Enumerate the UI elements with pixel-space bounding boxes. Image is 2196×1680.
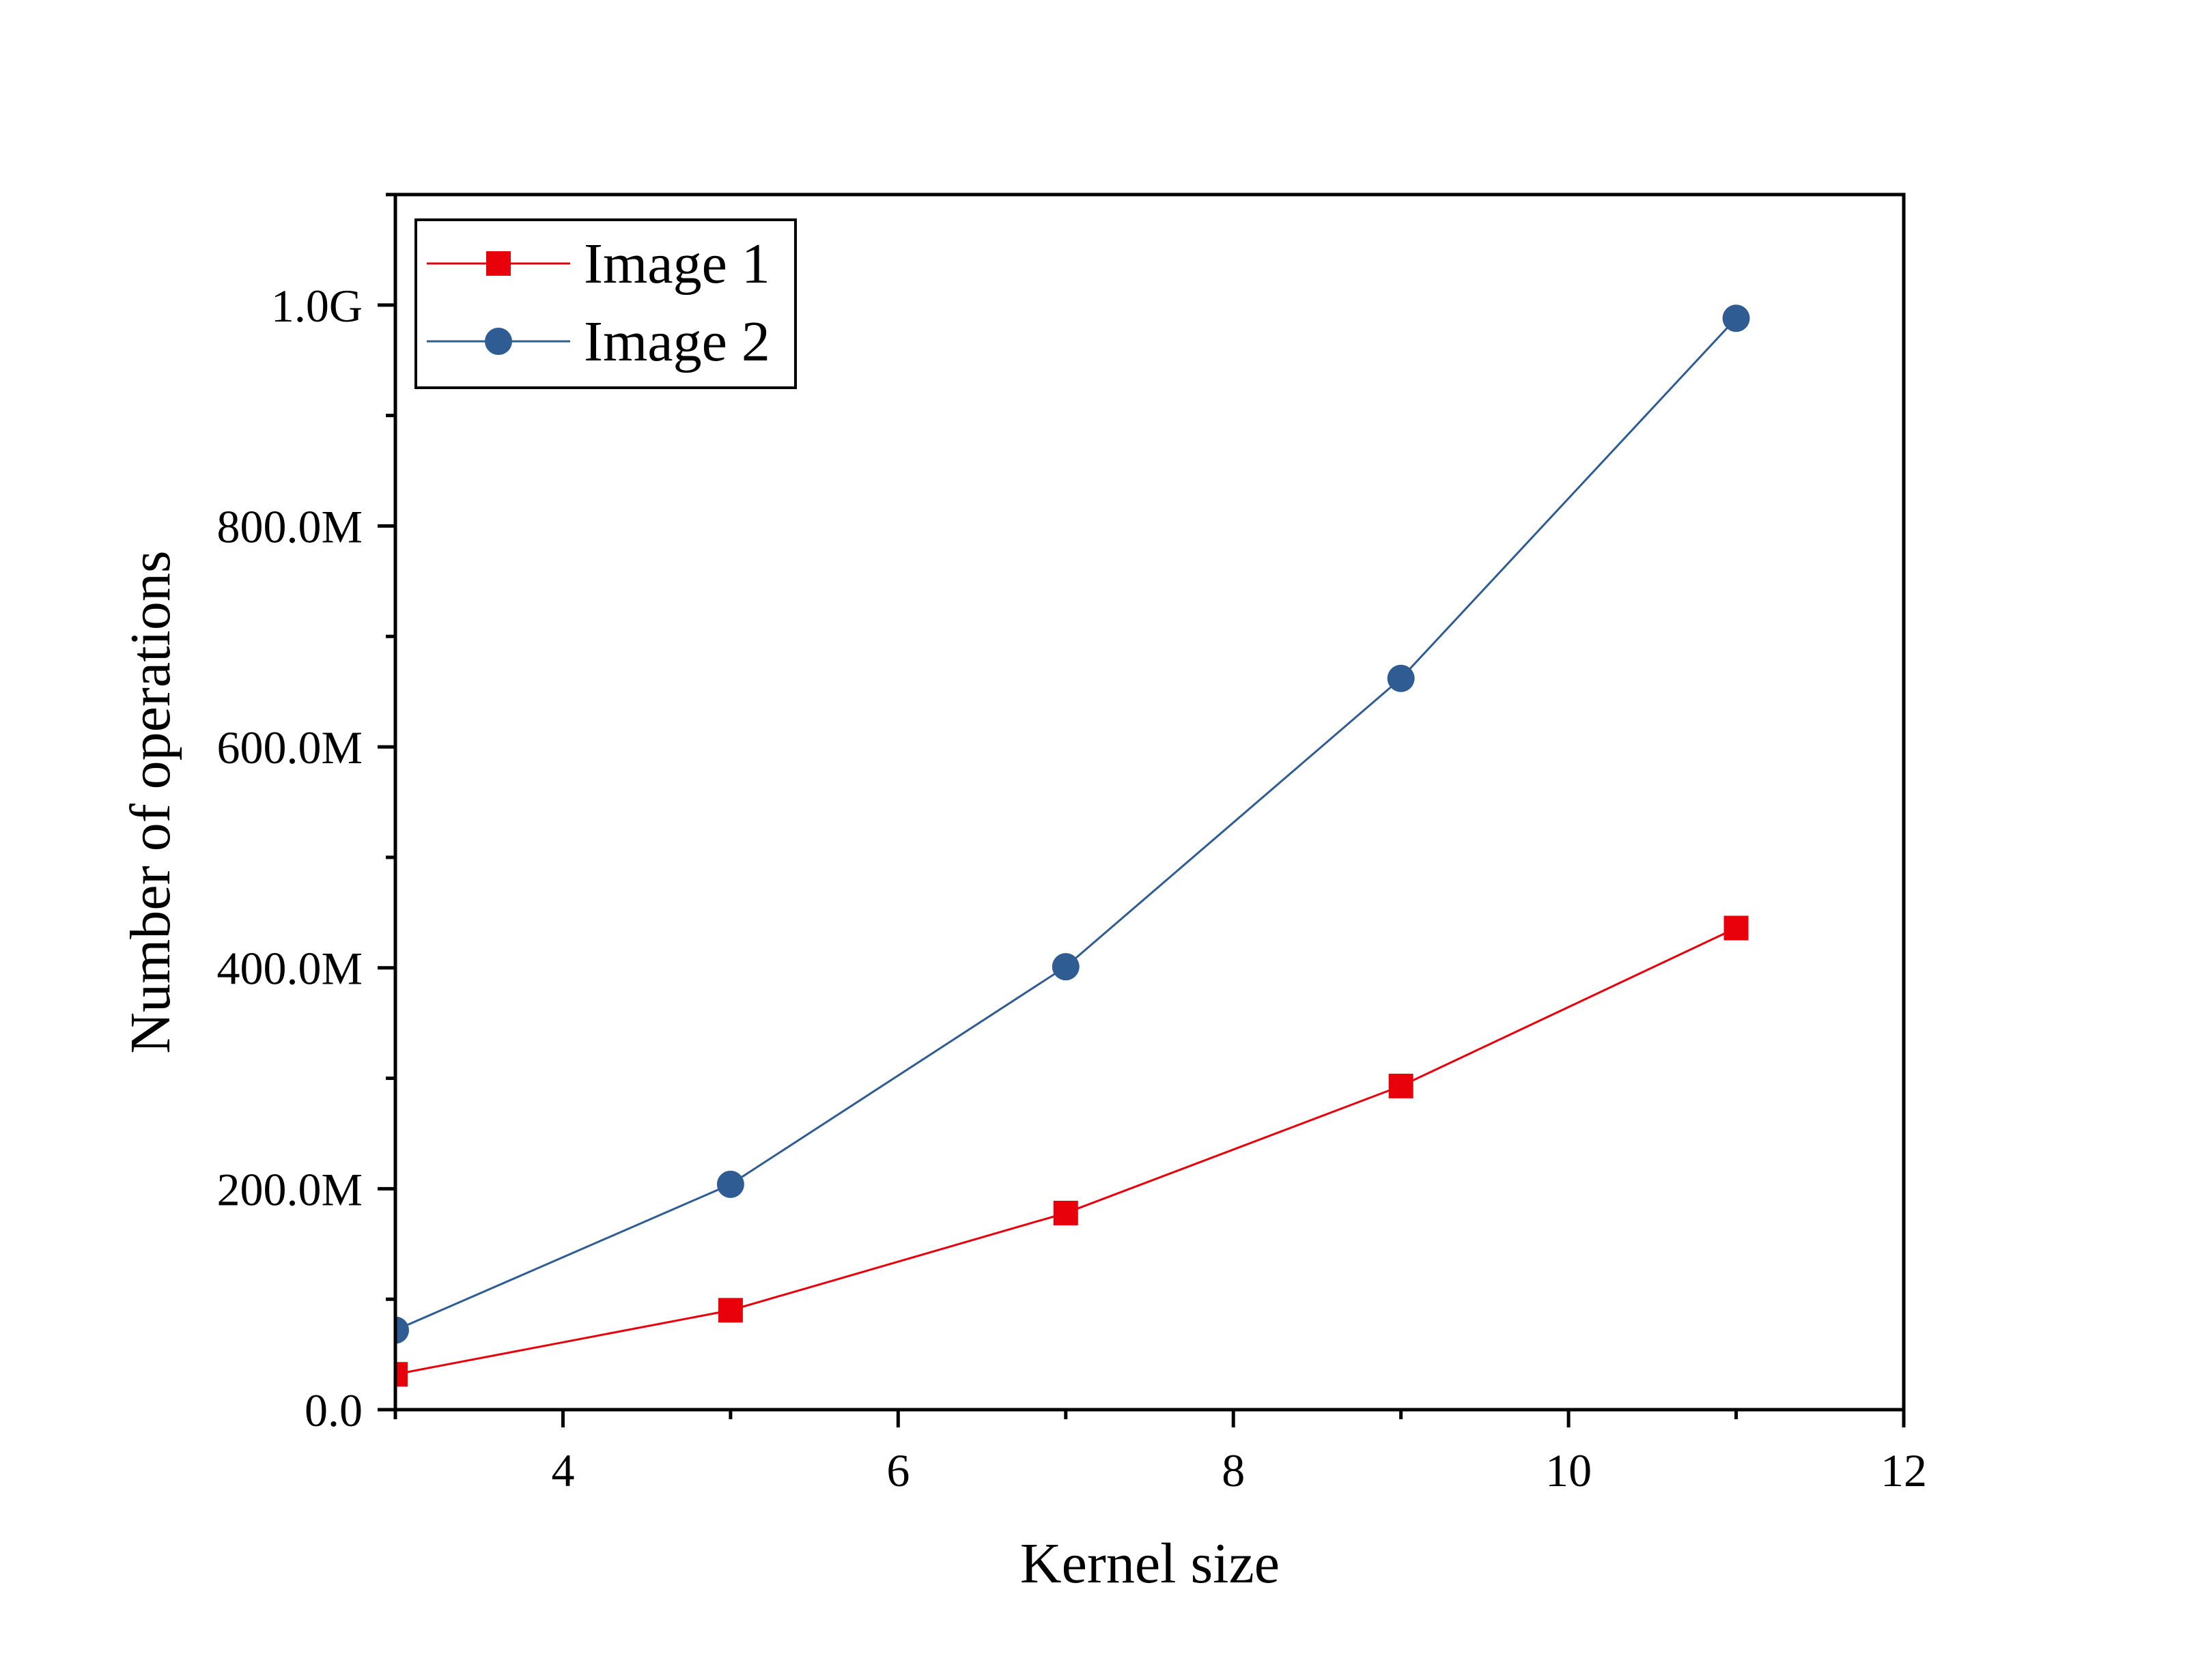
plot-area <box>395 304 1750 1387</box>
data-point-series-1-3 <box>1388 1073 1413 1098</box>
plot-frame <box>393 193 1906 1412</box>
data-point-series-2-2 <box>1052 953 1080 981</box>
y-tick-label-5: 1.0G <box>271 280 363 332</box>
data-point-series-2-3 <box>1387 664 1415 692</box>
x-tick-label-1: 6 <box>886 1444 910 1496</box>
legend-marker-1 <box>486 251 511 276</box>
legend-label-2: Image 2 <box>584 310 770 373</box>
data-point-series-2-4 <box>1722 304 1750 332</box>
data-point-series-2-1 <box>716 1170 744 1198</box>
y-tick-label-1: 200.0M <box>217 1163 363 1215</box>
data-point-series-2-0 <box>395 1316 409 1344</box>
series-line-2 <box>395 317 1737 1331</box>
legend-box <box>414 218 797 389</box>
y-tick-label-0: 0.0 <box>305 1384 363 1436</box>
x-tick-label-2: 8 <box>1222 1444 1245 1496</box>
y-tick-label-2: 400.0M <box>217 943 363 995</box>
x-axis-title: Kernel size <box>1020 1532 1280 1595</box>
legend-marker-2 <box>485 328 512 355</box>
x-tick-label-4: 12 <box>1881 1444 1927 1496</box>
data-point-series-1-4 <box>1723 915 1749 941</box>
y-tick-label-4: 800.0M <box>217 500 363 552</box>
y-axis-title: Number of operations <box>119 550 182 1053</box>
legend-label-1: Image 1 <box>584 232 770 296</box>
axes: 4 6 8 10 12 0.0 200.0M 400.0M 600.0M 800.0M 1.0G <box>217 193 1927 1496</box>
legend: Image 1 Image 2 <box>414 218 797 389</box>
data-point-series-1-2 <box>1053 1200 1078 1225</box>
data-point-series-1-1 <box>718 1298 743 1323</box>
y-tick-label-3: 600.0M <box>217 722 363 773</box>
series-line-1 <box>395 927 1737 1376</box>
x-tick-label-3: 10 <box>1545 1444 1592 1496</box>
data-point-series-1-0 <box>395 1362 408 1387</box>
x-tick-label-0: 4 <box>551 1444 574 1496</box>
